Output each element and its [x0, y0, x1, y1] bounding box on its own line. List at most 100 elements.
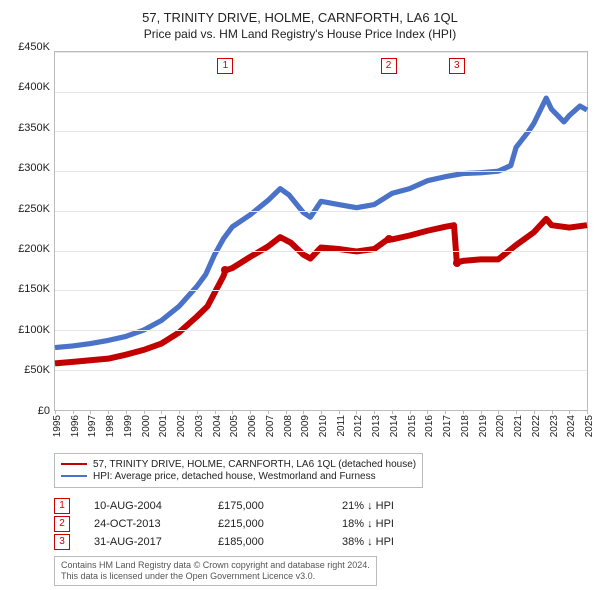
- sale-marker-box: 2: [381, 58, 397, 74]
- sale-marker-dot: [221, 266, 229, 274]
- y-axis-tick-label: £450K: [18, 41, 50, 53]
- gridline: [55, 251, 587, 252]
- x-axis-tick-label: 2011: [336, 415, 347, 437]
- x-axis-tick-label: 2010: [318, 415, 329, 437]
- x-axis-tick-label: 2012: [353, 415, 364, 437]
- x-axis-tick: [534, 410, 535, 414]
- x-axis-tick-label: 1999: [123, 415, 134, 437]
- x-axis-tick-label: 1996: [70, 415, 81, 437]
- x-axis-tick-label: 2014: [389, 415, 400, 437]
- x-axis-tick-label: 2022: [531, 415, 542, 437]
- sale-row-price: £215,000: [218, 518, 318, 530]
- sale-row-date: 10-AUG-2004: [94, 500, 194, 512]
- x-axis-tick-label: 2009: [300, 415, 311, 437]
- x-axis-tick: [481, 410, 482, 414]
- x-axis-tick-label: 2015: [407, 415, 418, 437]
- gridline: [55, 171, 587, 172]
- x-axis-tick: [161, 410, 162, 414]
- x-axis-tick-label: 2016: [424, 415, 435, 437]
- x-axis-tick-label: 2023: [549, 415, 560, 437]
- x-axis-tick: [215, 410, 216, 414]
- x-axis-tick: [339, 410, 340, 414]
- gridline: [55, 370, 587, 371]
- x-axis-tick: [374, 410, 375, 414]
- page-title: 57, TRINITY DRIVE, HOLME, CARNFORTH, LA6…: [8, 10, 592, 25]
- x-axis-tick: [392, 410, 393, 414]
- x-axis-tick-label: 2003: [194, 415, 205, 437]
- x-axis-tick: [55, 410, 56, 414]
- x-axis-tick: [303, 410, 304, 414]
- x-axis-tick: [356, 410, 357, 414]
- x-axis-tick: [108, 410, 109, 414]
- sale-row: 224-OCT-2013£215,00018% ↓ HPI: [54, 516, 592, 532]
- x-axis-tick: [321, 410, 322, 414]
- sale-row-price: £175,000: [218, 500, 318, 512]
- x-axis-tick: [179, 410, 180, 414]
- sale-marker-box: 3: [449, 58, 465, 74]
- x-axis-tick: [90, 410, 91, 414]
- x-axis-tick: [250, 410, 251, 414]
- x-axis-tick-label: 2008: [283, 415, 294, 437]
- y-axis-tick-label: £250K: [18, 203, 50, 215]
- x-axis-tick-label: 2005: [229, 415, 240, 437]
- y-axis-tick-label: £0: [38, 405, 50, 417]
- sale-row-price: £185,000: [218, 536, 318, 548]
- gridline: [55, 211, 587, 212]
- x-axis-tick: [73, 410, 74, 414]
- y-axis-tick-label: £350K: [18, 122, 50, 134]
- x-axis-tick-label: 2006: [247, 415, 258, 437]
- gridline: [55, 92, 587, 93]
- x-axis-tick-label: 2001: [158, 415, 169, 437]
- x-axis-tick-label: 1998: [105, 415, 116, 437]
- x-axis-tick: [144, 410, 145, 414]
- x-axis-tick: [445, 410, 446, 414]
- legend-item: HPI: Average price, detached house, West…: [61, 471, 416, 482]
- legend-label: 57, TRINITY DRIVE, HOLME, CARNFORTH, LA6…: [93, 459, 416, 470]
- y-axis-tick-label: £200K: [18, 243, 50, 255]
- x-axis-tick: [268, 410, 269, 414]
- series-line-hpi: [55, 98, 587, 347]
- sale-marker-dot: [385, 235, 393, 243]
- y-axis-tick-label: £400K: [18, 81, 50, 93]
- footnote-line: Contains HM Land Registry data © Crown c…: [61, 560, 370, 571]
- x-axis-tick-label: 2020: [495, 415, 506, 437]
- x-axis-tick: [232, 410, 233, 414]
- gridline: [55, 290, 587, 291]
- x-axis-tick: [410, 410, 411, 414]
- x-axis-tick-label: 2019: [478, 415, 489, 437]
- sale-row-index: 1: [54, 498, 70, 514]
- legend-label: HPI: Average price, detached house, West…: [93, 471, 376, 482]
- sale-row-delta: 21% ↓ HPI: [342, 500, 442, 512]
- sale-row-date: 24-OCT-2013: [94, 518, 194, 530]
- x-axis-tick-label: 2025: [584, 415, 595, 437]
- x-axis-tick: [126, 410, 127, 414]
- y-axis-tick-label: £100K: [18, 324, 50, 336]
- x-axis-tick-label: 2007: [265, 415, 276, 437]
- x-axis-tick: [569, 410, 570, 414]
- y-axis-tick-label: £300K: [18, 162, 50, 174]
- legend-box: 57, TRINITY DRIVE, HOLME, CARNFORTH, LA6…: [54, 453, 423, 488]
- sale-row-delta: 38% ↓ HPI: [342, 536, 442, 548]
- y-axis-tick-label: £150K: [18, 283, 50, 295]
- x-axis-tick: [286, 410, 287, 414]
- x-axis-tick: [427, 410, 428, 414]
- x-axis-tick: [552, 410, 553, 414]
- x-axis-tick: [587, 410, 588, 414]
- x-axis-tick: [197, 410, 198, 414]
- x-axis-tick-label: 2017: [442, 415, 453, 437]
- x-axis-tick-label: 2013: [371, 415, 382, 437]
- price-chart: £0 £50K £100K £150K £200K £250K £300K £350K £400…: [8, 47, 592, 447]
- sales-table: 110-AUG-2004£175,00021% ↓ HPI224-OCT-201…: [54, 496, 592, 552]
- x-axis-tick-label: 2021: [513, 415, 524, 437]
- y-axis-tick-label: £50K: [24, 364, 50, 376]
- x-axis-tick-label: 2004: [212, 415, 223, 437]
- x-axis-tick-label: 2000: [141, 415, 152, 437]
- x-axis-tick-label: 2024: [566, 415, 577, 437]
- sale-row-delta: 18% ↓ HPI: [342, 518, 442, 530]
- sale-marker-dot: [453, 259, 461, 267]
- gridline: [55, 131, 587, 132]
- legend-swatch: [61, 475, 87, 477]
- sale-row: 331-AUG-2017£185,00038% ↓ HPI: [54, 534, 592, 550]
- sale-row: 1 10-AUG-2004 £175,000 21% ↓ HPI: [54, 498, 592, 514]
- y-axis-labels: £0£50K£100K£150K£200K£250K£300K£350K£400…: [8, 47, 54, 411]
